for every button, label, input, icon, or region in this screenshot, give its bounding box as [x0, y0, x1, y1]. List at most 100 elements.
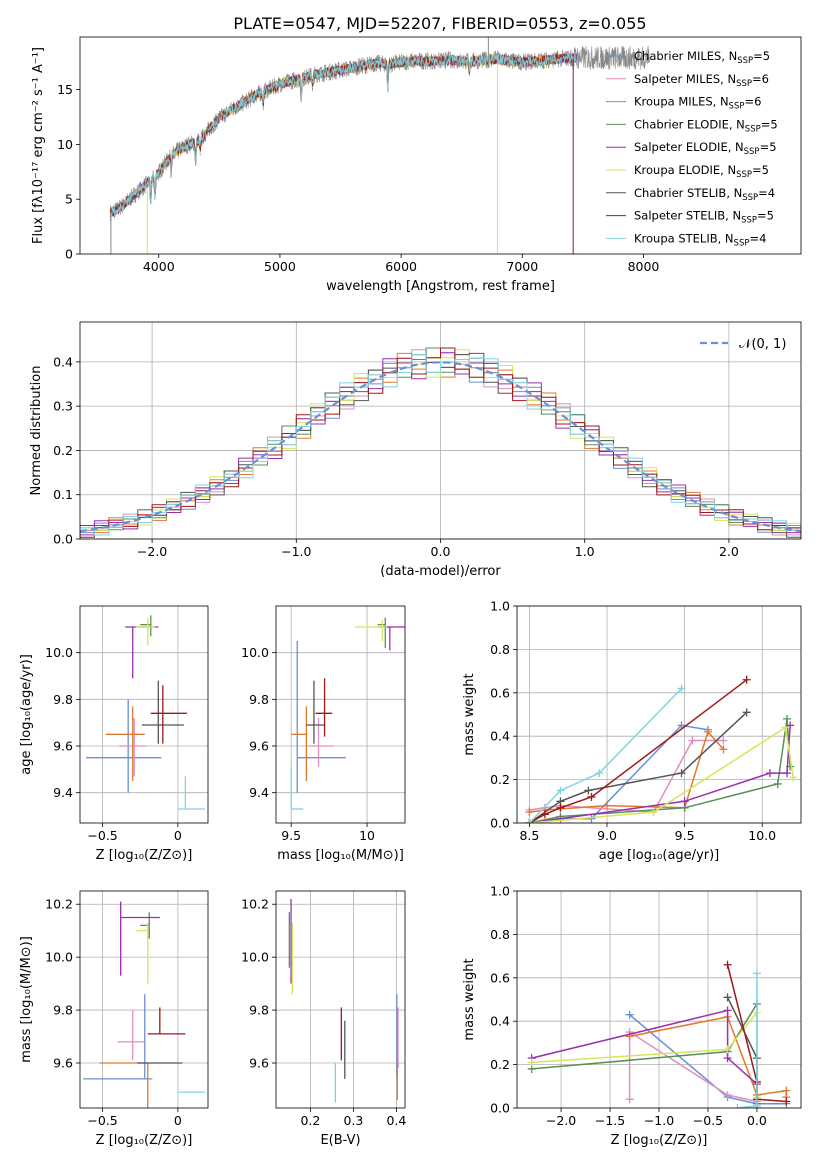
histogram-step-line — [80, 347, 801, 539]
point-marker — [625, 1095, 634, 1104]
y-tick-label: 9.8 — [53, 692, 73, 707]
legend: 𝒩(0, 1) — [700, 337, 786, 352]
legend-entry: Chabrier ELODIE, NSSP=5 — [634, 117, 778, 134]
x-tick-label: 9.0 — [597, 828, 617, 843]
model-spectrum-line — [109, 52, 577, 218]
x-axis-label: Z [log₁₀(Z/Z⊙)] — [96, 848, 193, 863]
y-tick-label: 10.0 — [45, 645, 73, 660]
legend-entry: Salpeter MILES, NSSP=6 — [634, 72, 769, 89]
y-tick-label: 9.8 — [249, 1003, 269, 1018]
model-spectrum-line — [109, 52, 577, 217]
point-marker — [783, 714, 792, 723]
y-tick-label: 1.0 — [490, 884, 510, 899]
mass-weight-line — [529, 718, 791, 823]
y-tick-label: 10.0 — [45, 950, 73, 965]
x-tick-label: 2.0 — [719, 544, 739, 559]
point-marker — [752, 969, 761, 978]
y-tick-label: 9.8 — [53, 1003, 73, 1018]
legend-entry: Chabrier STELIB, NSSP=4 — [634, 186, 775, 203]
y-tick-label: 10.2 — [45, 897, 73, 912]
x-tick-label: 5000 — [264, 259, 296, 274]
legend-entry: Chabrier MILES, NSSP=5 — [634, 49, 770, 66]
point-marker — [783, 769, 792, 778]
point-marker — [723, 1006, 732, 1015]
y-tick-label: 0.3 — [53, 399, 73, 414]
y-tick-label: 15 — [57, 82, 73, 97]
y-axis-label: mass [log₁₀(M/M⊙)] — [19, 936, 34, 1063]
model-spectrum-line — [109, 52, 574, 217]
point-marker — [525, 808, 534, 817]
model-spectrum-line — [109, 52, 577, 217]
axes-frame — [275, 890, 406, 1109]
legend-entry: 𝒩(0, 1) — [739, 337, 786, 352]
model-spectrum-line — [109, 54, 559, 215]
y-tick-label: 5 — [65, 192, 73, 207]
plot-area-massweight_vs_Z — [527, 960, 791, 1108]
axes-residuals: −2.0 −1.0 0.0 1.0 2.0 0.0 0.1 0.2 0.3 0.4 (data-mo… — [29, 321, 802, 579]
mass-weight-line — [531, 1001, 758, 1104]
y-tick-label: 0.2 — [490, 1057, 510, 1072]
axes-frame — [79, 36, 802, 255]
axes-frame — [79, 890, 209, 1109]
y-tick-label: 1.0 — [490, 599, 510, 614]
plot-area-mass_vs_ebv — [288, 898, 399, 1103]
point-marker — [703, 727, 712, 736]
legend-entry: Kroupa ELODIE, NSSP=5 — [634, 163, 769, 180]
x-tick-label: 1.0 — [575, 544, 595, 559]
point-marker — [688, 736, 697, 745]
point-marker — [742, 708, 751, 717]
x-tick-label: 10 — [359, 828, 375, 843]
point-marker — [765, 769, 774, 778]
histogram-step-line — [80, 354, 801, 536]
y-tick-label: 10.0 — [241, 645, 269, 660]
y-tick-label: 10.2 — [241, 897, 269, 912]
axes-age_vs_mass: 9.5 10 9.4 9.6 9.8 10.0 mass [log₁₀(M/M⊙)] — [241, 605, 406, 863]
axes-frame — [516, 605, 802, 824]
y-tick-label: 0.0 — [53, 532, 73, 547]
point-marker — [527, 1058, 536, 1067]
y-tick-label: 0 — [65, 247, 73, 262]
x-tick-label: −1.0 — [644, 1113, 674, 1128]
point-marker — [677, 721, 686, 730]
y-tick-label: 0.2 — [53, 443, 73, 458]
point-marker — [781, 723, 790, 732]
point-marker — [752, 1101, 761, 1108]
point-marker — [556, 803, 565, 812]
mass-weight-line — [529, 730, 724, 813]
legend-entry: Salpeter ELODIE, NSSP=5 — [634, 140, 777, 157]
y-tick-label: 0.6 — [490, 970, 510, 985]
point-marker — [677, 769, 686, 778]
mass-weight-line — [531, 1009, 758, 1085]
x-tick-label: 0.4 — [386, 1113, 406, 1128]
y-axis-label: Flux [fλ10⁻¹⁷ erg cm⁻² s⁻¹ A⁻¹] — [31, 47, 46, 244]
y-tick-label: 0.4 — [490, 1014, 510, 1029]
y-tick-label: 9.6 — [53, 1056, 73, 1071]
point-marker — [603, 801, 612, 810]
x-tick-label: 9.5 — [281, 828, 301, 843]
x-tick-label: 9.5 — [675, 828, 695, 843]
x-tick-label: 4000 — [143, 259, 175, 274]
point-marker — [556, 786, 565, 795]
point-marker — [733, 1104, 742, 1108]
axes-massweight_vs_Z: −2.0 −1.5 −1.0 −0.5 0.0 0.0 0.2 0.4 0.6 0.8 1.0 Z [… — [462, 884, 802, 1148]
x-axis-label: mass [log₁₀(M/M⊙)] — [277, 848, 404, 863]
point-marker — [723, 993, 732, 1002]
x-tick-label: 0.0 — [431, 544, 451, 559]
x-tick-label: 0 — [174, 1113, 182, 1128]
point-marker — [587, 814, 596, 823]
point-marker — [719, 736, 728, 745]
legend-entry: Kroupa MILES, NSSP=6 — [634, 95, 761, 112]
x-tick-label: −0.5 — [693, 1113, 723, 1128]
model-spectrum-line — [109, 52, 577, 217]
axes-mass_vs_ebv: 0.2 0.3 0.4 9.6 9.8 10.0 10.2 E(B-V) — [241, 890, 406, 1148]
y-tick-label: 0.8 — [490, 642, 510, 657]
x-tick-label: 0 — [174, 828, 182, 843]
y-tick-label: 9.4 — [53, 785, 73, 800]
x-tick-label: 8000 — [628, 259, 660, 274]
mass-weight-line — [628, 1030, 758, 1103]
y-axis-label: mass weight — [462, 673, 477, 755]
point-marker — [625, 1010, 634, 1019]
x-axis-label: Z [log₁₀(Z/Z⊙)] — [96, 1133, 193, 1148]
axes-age_vs_Z: −0.5 0 9.4 9.6 9.8 10.0 Z [log₁₀(Z/Z⊙)] age [lo… — [19, 605, 209, 863]
y-axis-label: age [log₁₀(age/yr)] — [19, 654, 34, 775]
